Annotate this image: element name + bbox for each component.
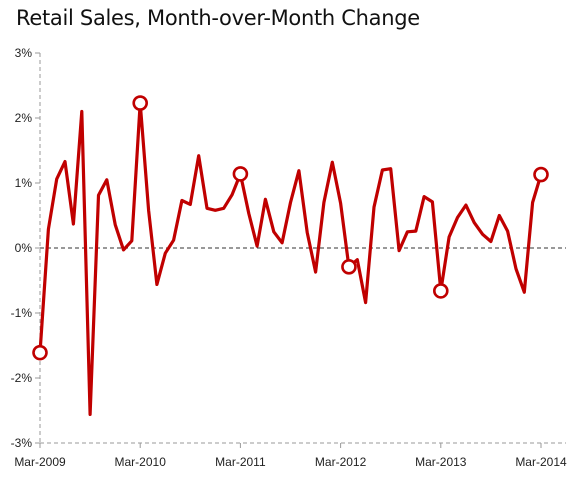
- data-point: [264, 198, 266, 200]
- axes: [35, 52, 566, 448]
- data-point: [431, 201, 433, 203]
- data-point: [515, 268, 517, 270]
- chart-title: Retail Sales, Month-over-Month Change: [16, 6, 420, 30]
- data-point: [81, 110, 83, 112]
- x-tick-label: Mar-2010: [115, 455, 167, 469]
- data-point: [206, 207, 208, 209]
- data-point: [248, 212, 250, 214]
- data-point: [131, 240, 133, 242]
- data-point: [314, 271, 316, 273]
- y-tick-label: 1%: [15, 176, 33, 190]
- data-point: [289, 201, 291, 203]
- data-point: [523, 291, 525, 293]
- data-point: [398, 249, 400, 251]
- data-point: [473, 221, 475, 223]
- data-point: [415, 230, 417, 232]
- data-point: [231, 194, 233, 196]
- highlight-marker: [341, 259, 357, 275]
- x-tick-label: Mar-2011: [215, 455, 266, 469]
- data-point: [373, 206, 375, 208]
- data-point: [364, 301, 366, 303]
- data-point: [273, 231, 275, 233]
- data-point: [490, 240, 492, 242]
- data-point: [223, 207, 225, 209]
- data-point: [164, 252, 166, 254]
- data-point: [356, 259, 358, 261]
- data-point: [181, 199, 183, 201]
- data-point: [189, 203, 191, 205]
- data-point: [381, 169, 383, 171]
- data-point: [339, 202, 341, 204]
- x-tick-label: Mar-2013: [415, 455, 467, 469]
- data-point: [498, 214, 500, 216]
- data-point: [465, 204, 467, 206]
- data-point: [114, 223, 116, 225]
- data-point: [331, 161, 333, 163]
- y-tick-label: 0%: [15, 241, 33, 255]
- data-point: [156, 283, 158, 285]
- data-point: [97, 194, 99, 196]
- data-point: [481, 233, 483, 235]
- data-point: [47, 228, 49, 230]
- data-point: [390, 168, 392, 170]
- data-point: [56, 178, 58, 180]
- y-tick-label: -1%: [11, 306, 33, 320]
- data-point: [423, 195, 425, 197]
- highlight-marker: [32, 344, 48, 361]
- data-point: [531, 201, 533, 203]
- data-point: [406, 231, 408, 233]
- data-point: [306, 231, 308, 233]
- data-point: [122, 249, 124, 251]
- tick-labels: 3% 2% 1% 0% -1% -2% -3% Mar-2009 Mar-2010 Mar-201…: [11, 46, 567, 469]
- highlight-marker: [432, 283, 449, 299]
- data-point: [448, 236, 450, 238]
- y-tick-label: 3%: [15, 46, 33, 60]
- x-tick-label: Mar-2009: [14, 455, 66, 469]
- highlight-marker: [132, 95, 148, 111]
- data-point: [72, 223, 74, 225]
- data-point: [506, 230, 508, 232]
- data-point: [197, 155, 199, 157]
- series-line: [38, 101, 543, 416]
- markers: [32, 95, 549, 361]
- data-point: [256, 245, 258, 247]
- data-point: [89, 413, 91, 415]
- data-point: [64, 160, 66, 162]
- y-tick-label: -2%: [11, 371, 33, 385]
- highlight-marker: [533, 166, 549, 183]
- y-tick-label: 2%: [15, 111, 33, 125]
- data-point: [281, 242, 283, 244]
- data-point: [323, 201, 325, 203]
- y-tick-label: -3%: [11, 436, 33, 450]
- data-point: [456, 216, 458, 218]
- highlight-marker: [232, 166, 249, 182]
- data-point: [147, 209, 149, 211]
- x-tick-label: Mar-2012: [315, 455, 367, 469]
- data-point: [298, 169, 300, 171]
- series: [38, 101, 543, 416]
- data-point: [214, 209, 216, 211]
- data-point: [106, 179, 108, 181]
- x-tick-label: Mar-2014: [515, 455, 567, 469]
- data-point: [172, 239, 174, 241]
